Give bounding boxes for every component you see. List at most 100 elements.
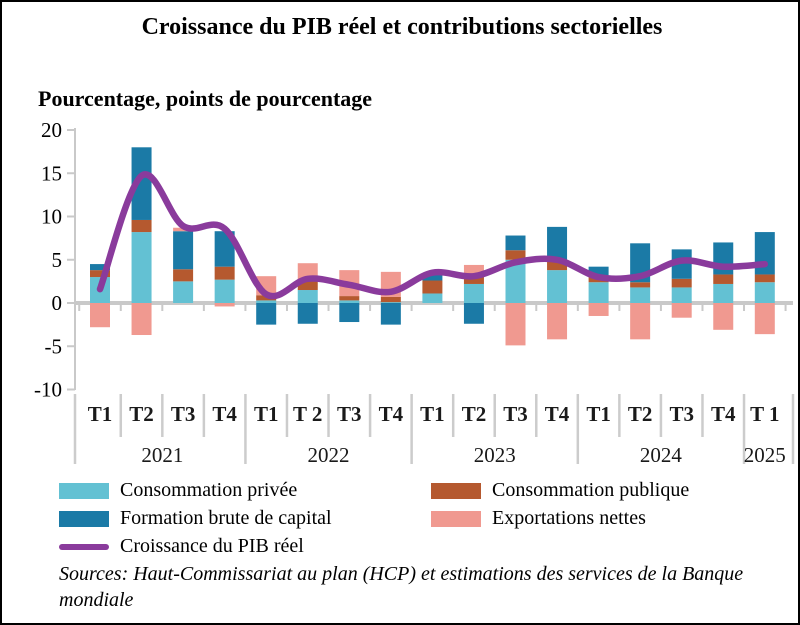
bar-segment xyxy=(422,273,443,281)
bar-segment xyxy=(547,259,568,271)
bar-segment xyxy=(380,296,401,303)
legend-item-5: Croissance du PIB réel xyxy=(59,535,431,558)
quarter-label: T4 xyxy=(711,402,736,426)
bar-segment xyxy=(380,303,401,325)
bar-segment xyxy=(505,250,526,260)
legend-item-2: Consommation publique xyxy=(431,479,769,502)
bar-segment xyxy=(173,281,194,303)
chart-area: -10 -5 0 5 10 15 20 T1 T2 T3 T4 T1 T 2 T3 T4 T1 T2 T3 T4 T1… xyxy=(2,114,798,470)
quarter-label: T2 xyxy=(462,402,487,426)
quarter-label: T 2 xyxy=(293,402,322,426)
bar-segment xyxy=(339,296,360,301)
y-tick-label: 10 xyxy=(41,205,62,229)
bar-segment xyxy=(90,303,110,328)
bar-segment xyxy=(214,266,235,280)
bar-segment xyxy=(380,302,401,303)
bar-segment xyxy=(339,300,360,303)
legend-item-3: Formation brute de capital xyxy=(59,507,431,530)
bar-segment xyxy=(630,282,651,288)
legend-label: Consommation publique xyxy=(492,479,690,501)
bar-segment xyxy=(256,300,277,303)
quarter-label: T3 xyxy=(669,402,694,426)
bar-segment xyxy=(505,303,526,346)
quarter-label: T3 xyxy=(503,402,528,426)
bar-segment xyxy=(90,270,110,278)
bar-segment xyxy=(588,303,609,316)
bar-segment xyxy=(630,287,651,303)
bar-segment xyxy=(754,274,775,283)
legend-swatch-rect xyxy=(431,510,481,527)
bar-segment xyxy=(754,232,775,275)
y-tick-label: 0 xyxy=(52,291,63,315)
bar-segment xyxy=(256,303,277,325)
bar-segment xyxy=(671,278,692,288)
bar-segment xyxy=(754,303,775,335)
bar-segment xyxy=(547,270,568,303)
bar-segment xyxy=(588,282,609,303)
bar-segment xyxy=(131,147,152,220)
axis-units-label: Pourcentage, points de pourcentage xyxy=(38,86,373,111)
year-label: 2023 xyxy=(474,443,516,467)
bar-segment xyxy=(214,279,235,303)
chart-canvas: -10 -5 0 5 10 15 20 T1 T2 T3 T4 T1 T 2 T3 T4 T1 T2 T3 T4 T1… xyxy=(34,118,795,467)
bar-segment xyxy=(754,282,775,303)
legend-item-4: Exportations nettes xyxy=(431,507,769,530)
bar-segment xyxy=(173,231,194,270)
gdp-growth-line xyxy=(96,171,769,300)
quarter-label: T1 xyxy=(420,402,445,426)
y-tick-label: 15 xyxy=(41,161,62,185)
bar-segment xyxy=(713,303,734,330)
year-label: 2021 xyxy=(141,443,183,467)
legend-swatch-rect xyxy=(431,482,481,499)
bar-segment xyxy=(297,290,318,303)
quarter-label: T1 xyxy=(88,402,113,426)
y-tick-label: 20 xyxy=(41,118,62,142)
quarter-label: T1 xyxy=(254,402,279,426)
source-note: Sources: Haut-Commissariat au plan (HCP)… xyxy=(59,563,744,612)
quarter-label: T4 xyxy=(212,402,237,426)
legend-swatch-rect xyxy=(59,510,109,527)
quarter-label: T1 xyxy=(586,402,611,426)
legend: Consommation privée Consommation publique… xyxy=(59,479,769,558)
bar-segment xyxy=(131,232,152,303)
bar-segment xyxy=(547,303,568,340)
quarter-label: T3 xyxy=(171,402,196,426)
bar-segment xyxy=(90,264,110,271)
bar-segment xyxy=(339,303,360,323)
legend-swatch-rect xyxy=(59,482,109,499)
bar-segment xyxy=(131,219,152,233)
bar-segment xyxy=(630,303,651,340)
bar-segment xyxy=(671,249,692,279)
bar-segment xyxy=(671,287,692,303)
legend-label: Consommation privée xyxy=(120,479,298,501)
chart-title: Croissance du PIB réel et contributions … xyxy=(141,14,663,40)
bar-segment xyxy=(297,281,318,291)
bar-segment xyxy=(463,275,484,284)
bar-segment xyxy=(671,303,692,318)
y-tick-label: 5 xyxy=(52,248,63,272)
bar-segment xyxy=(422,293,443,303)
bar-segment xyxy=(713,274,734,284)
legend-label: Formation brute de capital xyxy=(120,507,332,529)
bar-segment xyxy=(588,266,609,276)
year-label: 2022 xyxy=(308,443,350,467)
year-label: 2025 xyxy=(744,443,786,467)
y-tick-label: -5 xyxy=(45,334,63,358)
bar-segment xyxy=(422,280,443,294)
legend-item-1: Consommation privée xyxy=(59,479,431,502)
bar-segment xyxy=(463,303,484,324)
quarter-label: T2 xyxy=(129,402,154,426)
year-label: 2024 xyxy=(640,443,683,467)
legend-label: Croissance du PIB réel xyxy=(120,535,304,557)
bar-segment xyxy=(463,283,484,303)
quarter-label: T2 xyxy=(628,402,653,426)
bar-segment xyxy=(463,264,484,276)
legend-label: Exportations nettes xyxy=(492,507,646,529)
quarter-label: T4 xyxy=(379,402,404,426)
bar-segment xyxy=(297,303,318,324)
bar-segment xyxy=(713,283,734,303)
quarter-label: T 1 xyxy=(750,402,779,426)
y-tick-label: -10 xyxy=(34,378,62,402)
bar-segment xyxy=(505,235,526,251)
